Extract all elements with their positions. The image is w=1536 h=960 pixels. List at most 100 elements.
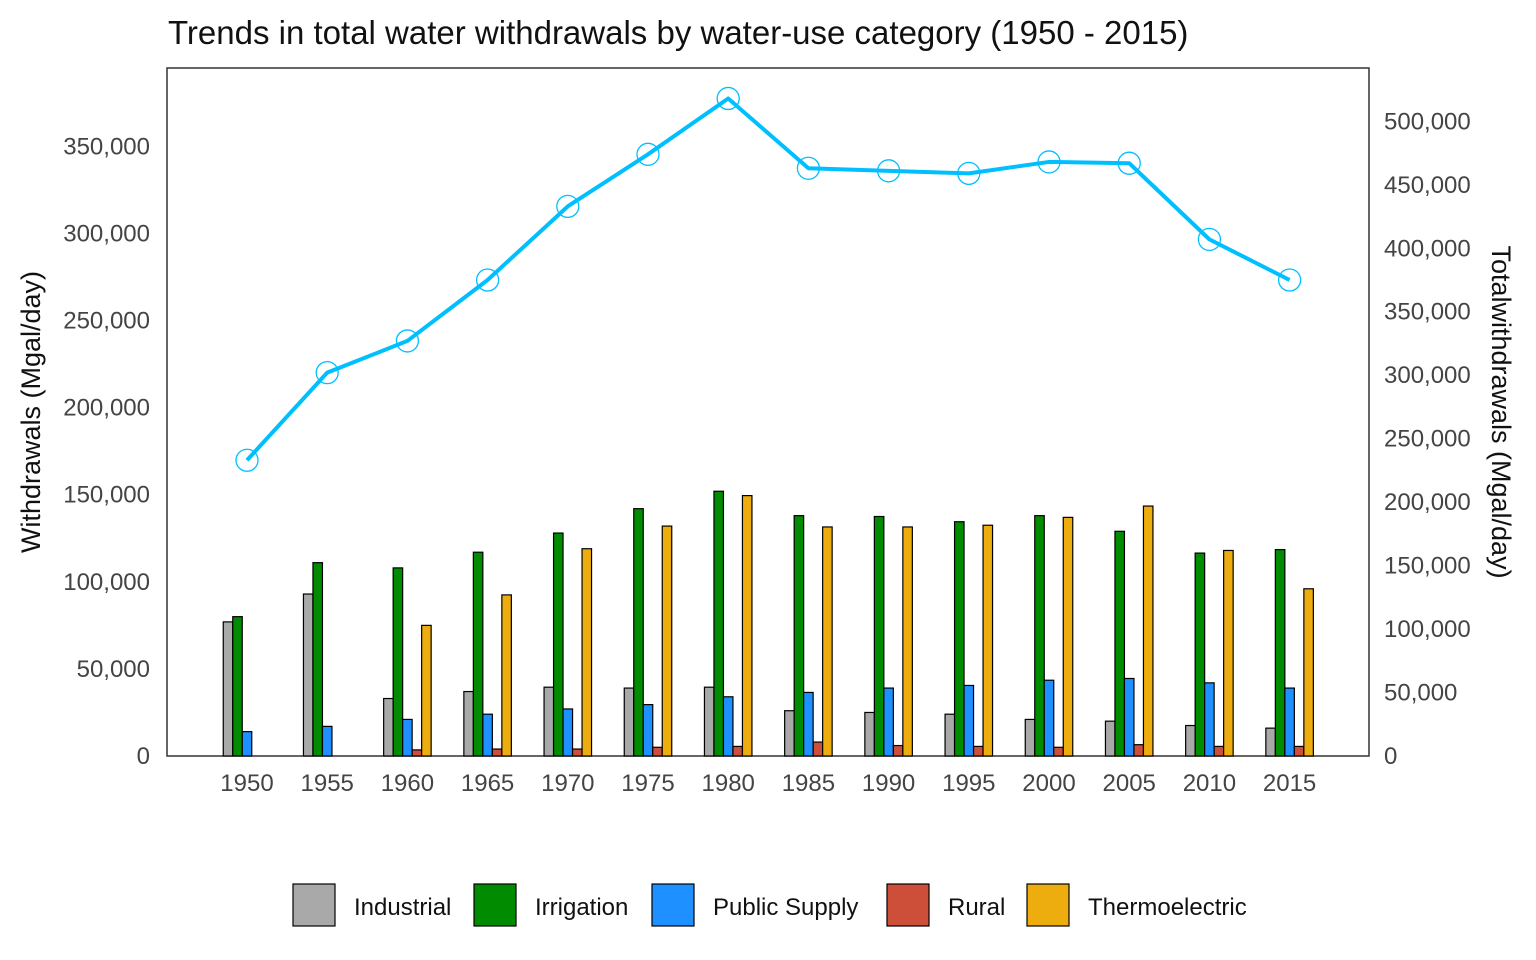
- bar-irrigation-1980: [713, 490, 725, 757]
- bar-irrigation-1955: [312, 562, 324, 757]
- y2-tick-label: 300,000: [1384, 362, 1471, 389]
- y2-axis-label: Totalwithdrawals (Mgal/day): [1486, 245, 1516, 578]
- total-point-2000: [1037, 150, 1061, 174]
- bar-public-supply-1950: [241, 731, 253, 757]
- bar-irrigation-1960: [392, 567, 404, 757]
- y2-tick-label: 400,000: [1384, 235, 1471, 262]
- x-tick-label-2010: 2010: [1183, 770, 1236, 797]
- bar-rural-1985: [812, 741, 824, 757]
- y-tick-label: 250,000: [63, 308, 150, 335]
- bar-thermoelectric-2010: [1223, 549, 1234, 757]
- legend-item-industrial: Industrial: [292, 883, 451, 927]
- legend-item-thermoelectric: Thermoelectric: [1026, 883, 1247, 927]
- right-axis-ticks: 0 50,000 100,000 150,000 200,000 250,000 300,0…: [1384, 108, 1471, 770]
- bar-irrigation-1975: [633, 508, 644, 757]
- x-tick-label-1960: 1960: [381, 770, 434, 797]
- bar-industrial-2005: [1104, 720, 1116, 757]
- bar-irrigation-2015: [1274, 548, 1286, 757]
- y2-tick-label: 0: [1384, 743, 1397, 770]
- bar-public-supply-1990: [883, 687, 894, 757]
- bar-irrigation-1990: [873, 515, 885, 757]
- bar-industrial-1980: [703, 686, 715, 757]
- bar-industrial-1975: [623, 687, 635, 757]
- bar-industrial-2000: [1024, 718, 1036, 757]
- x-tick-label-1965: 1965: [461, 770, 514, 797]
- y2-tick-label: 250,000: [1384, 426, 1471, 453]
- legend-label: Rural: [948, 894, 1005, 921]
- total-point-2005: [1117, 151, 1141, 175]
- plot-border: [166, 67, 1370, 757]
- x-axis-ticks: 1950 1955 1960 1965 1970 1975 1980 1985 1990 1995…: [220, 770, 1316, 797]
- total-point-2015: [1277, 268, 1302, 292]
- total-point-1950: [235, 448, 259, 472]
- bar-thermoelectric-1960: [421, 624, 432, 757]
- bar-rural-2010: [1213, 745, 1225, 757]
- bar-industrial-1960: [383, 697, 394, 757]
- total-point-1990: [876, 159, 901, 183]
- x-tick-label-1950: 1950: [220, 770, 273, 797]
- legend-swatch: [651, 883, 695, 927]
- x-tick-label-2015: 2015: [1263, 770, 1316, 797]
- y-tick-label: 300,000: [63, 220, 150, 247]
- y2-tick-label: 150,000: [1384, 553, 1471, 580]
- bar-rural-1975: [652, 746, 663, 757]
- bar-thermoelectric-1970: [581, 548, 593, 757]
- x-tick-label-1990: 1990: [862, 770, 915, 797]
- bar-rural-2005: [1133, 744, 1145, 757]
- bar-thermoelectric-1975: [661, 525, 673, 757]
- bar-public-supply-1970: [562, 708, 574, 757]
- legend-label: Irrigation: [535, 894, 628, 921]
- total-point-1960: [395, 329, 420, 353]
- x-tick-label-2005: 2005: [1103, 770, 1156, 797]
- y-tick-label: 50,000: [77, 656, 150, 683]
- bar-irrigation-1985: [793, 515, 805, 757]
- bar-thermoelectric-1980: [741, 495, 753, 757]
- left-axis-ticks: 0 50,000 100,000 150,000 200,000 250,000 300,0…: [63, 133, 150, 770]
- y2-tick-label: 350,000: [1384, 299, 1471, 326]
- bar-rural-1995: [972, 745, 984, 757]
- total-point-1995: [957, 161, 981, 186]
- y2-tick-label: 200,000: [1384, 489, 1471, 516]
- y-tick-label: 150,000: [63, 482, 150, 509]
- bar-industrial-1985: [784, 710, 795, 757]
- total-point-2010: [1197, 227, 1222, 252]
- bar-rural-2000: [1053, 746, 1064, 757]
- bar-industrial-1995: [944, 713, 956, 757]
- total-point-1975: [636, 142, 660, 166]
- legend-item-public-supply: Public Supply: [651, 883, 858, 927]
- bar-rural-1960: [411, 749, 423, 757]
- bar-industrial-1950: [222, 621, 234, 757]
- legend-label: Industrial: [354, 894, 451, 921]
- x-tick-label-1985: 1985: [782, 770, 835, 797]
- bar-thermoelectric-2005: [1142, 505, 1154, 757]
- bar-irrigation-1950: [232, 616, 243, 757]
- y2-tick-label: 50,000: [1384, 680, 1457, 707]
- legend-swatch: [292, 883, 336, 927]
- total-point-1980: [716, 86, 740, 111]
- y-tick-label: 0: [137, 743, 150, 770]
- legend-item-rural: Rural: [886, 883, 1005, 927]
- bar-irrigation-2010: [1194, 552, 1206, 757]
- bar-industrial-1965: [463, 690, 474, 757]
- legend-swatch: [473, 883, 517, 927]
- bar-public-supply-1985: [803, 691, 814, 757]
- chart-title: Trends in total water withdrawals by wat…: [168, 14, 1188, 51]
- legend-item-irrigation: Irrigation: [473, 883, 628, 927]
- bar-public-supply-1975: [642, 704, 654, 757]
- y2-tick-label: 100,000: [1384, 616, 1471, 643]
- bar-irrigation-1970: [552, 532, 564, 757]
- total-line-layer: [235, 86, 1302, 472]
- x-tick-label-1995: 1995: [942, 770, 995, 797]
- bar-public-supply-2000: [1043, 679, 1055, 757]
- legend-swatch: [1026, 883, 1070, 927]
- x-tick-label-1980: 1980: [702, 770, 755, 797]
- bar-rural-1970: [571, 748, 583, 757]
- y-tick-label: 350,000: [63, 133, 150, 160]
- bar-thermoelectric-1995: [982, 524, 994, 757]
- bar-rural-2015: [1293, 745, 1305, 757]
- bar-public-supply-1995: [963, 684, 975, 757]
- x-tick-label-1975: 1975: [621, 770, 674, 797]
- bar-rural-1965: [491, 748, 503, 757]
- bars-layer: [222, 490, 1314, 757]
